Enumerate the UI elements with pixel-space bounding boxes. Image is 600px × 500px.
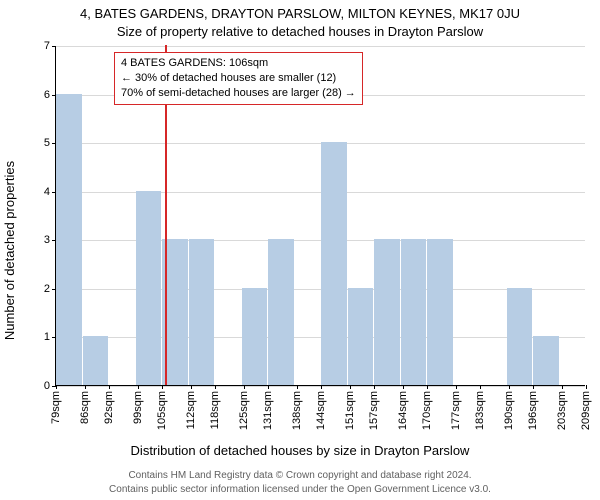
histogram-bar — [348, 288, 374, 385]
ytick-label: 4 — [44, 186, 50, 198]
xtick-label: 196sqm — [527, 391, 539, 430]
histogram-bar — [83, 336, 109, 385]
xtick-mark — [244, 385, 245, 389]
xtick-label: 125sqm — [238, 391, 250, 430]
xtick-mark — [162, 385, 163, 389]
chart-container: 4, BATES GARDENS, DRAYTON PARSLOW, MILTO… — [0, 0, 600, 500]
gridline-h — [56, 46, 585, 47]
ytick-label: 1 — [44, 331, 50, 343]
ytick-label: 2 — [44, 283, 50, 295]
histogram-bar — [242, 288, 268, 385]
xtick-label: 177sqm — [450, 391, 462, 430]
xtick-label: 151sqm — [344, 391, 356, 430]
ytick-label: 6 — [44, 89, 50, 101]
plot-area: 0123456779sqm86sqm92sqm99sqm105sqm112sqm… — [55, 46, 585, 386]
xtick-mark — [403, 385, 404, 389]
footer-line-1: Contains HM Land Registry data © Crown c… — [0, 469, 600, 483]
histogram-bar — [136, 191, 162, 385]
xtick-mark — [321, 385, 322, 389]
xtick-label: 157sqm — [368, 391, 380, 430]
xtick-label: 92sqm — [103, 391, 115, 424]
histogram-bar — [56, 94, 82, 385]
footer-line-2: Contains public sector information licen… — [0, 483, 600, 497]
xtick-mark — [215, 385, 216, 389]
xtick-mark — [586, 385, 587, 389]
xtick-label: 164sqm — [397, 391, 409, 430]
xtick-mark — [268, 385, 269, 389]
ytick-mark — [52, 46, 56, 47]
xtick-label: 183sqm — [474, 391, 486, 430]
annotation-line-1: 4 BATES GARDENS: 106sqm — [121, 56, 356, 71]
histogram-bar — [374, 239, 400, 385]
xtick-label: 118sqm — [209, 391, 221, 429]
xtick-label: 131sqm — [262, 391, 274, 430]
xtick-mark — [85, 385, 86, 389]
xtick-mark — [509, 385, 510, 389]
xtick-label: 112sqm — [185, 391, 197, 429]
histogram-bar — [401, 239, 427, 385]
xtick-mark — [350, 385, 351, 389]
y-axis-label: Number of detached properties — [0, 0, 20, 500]
xtick-mark — [427, 385, 428, 389]
xtick-mark — [56, 385, 57, 389]
xtick-mark — [297, 385, 298, 389]
xtick-label: 170sqm — [421, 391, 433, 430]
xtick-label: 138sqm — [291, 391, 303, 430]
xtick-mark — [480, 385, 481, 389]
xtick-mark — [191, 385, 192, 389]
xtick-mark — [374, 385, 375, 389]
xtick-label: 203sqm — [556, 391, 568, 430]
xtick-label: 79sqm — [50, 391, 62, 424]
xtick-mark — [138, 385, 139, 389]
ytick-label: 7 — [44, 40, 50, 52]
x-axis-label: Distribution of detached houses by size … — [0, 443, 600, 458]
xtick-label: 86sqm — [79, 391, 91, 424]
annotation-line-2: ← 30% of detached houses are smaller (12… — [121, 71, 356, 86]
annotation-line-3: 70% of semi-detached houses are larger (… — [121, 86, 356, 101]
annotation-box: 4 BATES GARDENS: 106sqm ← 30% of detache… — [114, 52, 363, 105]
histogram-bar — [321, 142, 347, 385]
ytick-label: 5 — [44, 137, 50, 149]
ytick-label: 3 — [44, 234, 50, 246]
xtick-label: 99sqm — [132, 391, 144, 424]
histogram-bar — [533, 336, 559, 385]
xtick-label: 144sqm — [315, 391, 327, 430]
xtick-mark — [456, 385, 457, 389]
xtick-mark — [533, 385, 534, 389]
histogram-bar — [268, 239, 294, 385]
histogram-bar — [507, 288, 533, 385]
xtick-label: 105sqm — [156, 391, 168, 430]
xtick-mark — [562, 385, 563, 389]
chart-title-sub: Size of property relative to detached ho… — [0, 24, 600, 39]
y-axis-label-text: Number of detached properties — [3, 160, 18, 339]
xtick-label: 209sqm — [580, 391, 592, 430]
xtick-mark — [109, 385, 110, 389]
chart-footer: Contains HM Land Registry data © Crown c… — [0, 469, 600, 496]
chart-title-main: 4, BATES GARDENS, DRAYTON PARSLOW, MILTO… — [0, 6, 600, 21]
histogram-bar — [427, 239, 453, 385]
histogram-bar — [189, 239, 215, 385]
xtick-label: 190sqm — [503, 391, 515, 430]
